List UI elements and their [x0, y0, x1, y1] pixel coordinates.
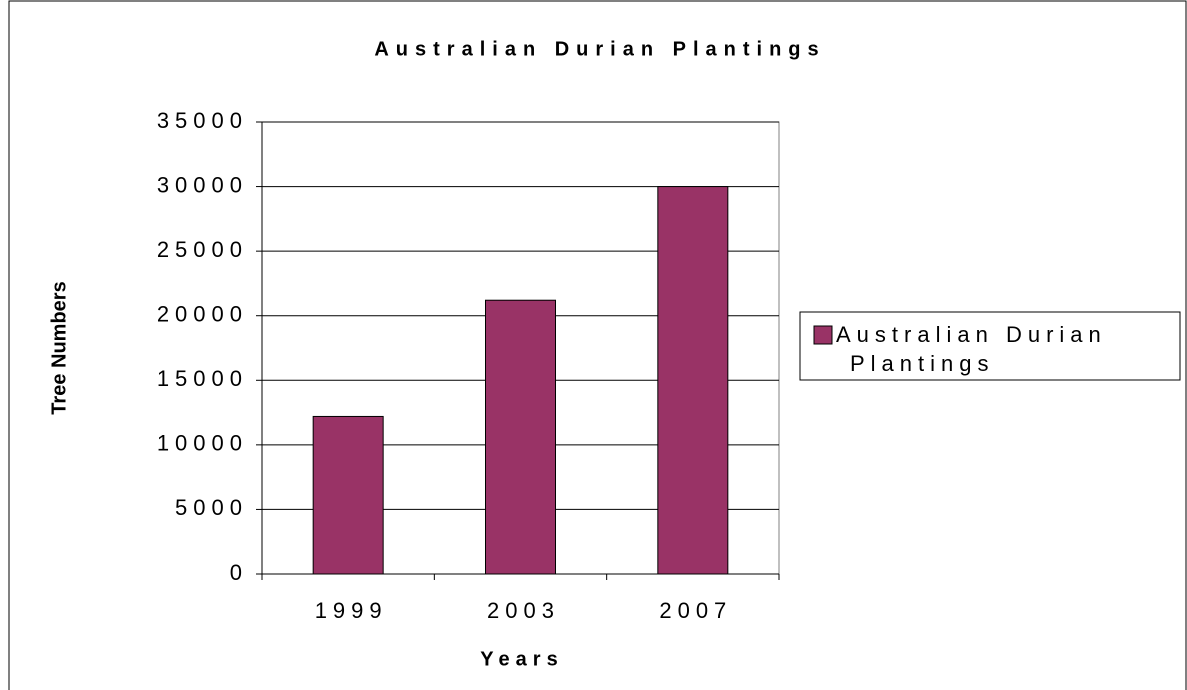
legend-label-line: Australian Durian — [836, 322, 1107, 347]
legend-box — [799, 311, 1181, 381]
legend-label-line: Plantings — [850, 351, 995, 376]
y-tick-label: 5000 — [175, 495, 248, 520]
y-tick-label: 10000 — [157, 431, 248, 456]
legend-swatch — [813, 325, 833, 345]
y-axis-label: Tree Numbers — [48, 281, 70, 414]
y-tick-label: 30000 — [157, 172, 248, 197]
x-tick-label: 2007 — [659, 598, 732, 623]
x-axis-label: Years — [480, 648, 563, 670]
legend-label: Australian Durian Plantings — [836, 322, 1107, 376]
chart-title: Australian Durian Plantings — [374, 38, 825, 60]
bar — [657, 186, 729, 575]
bar — [312, 415, 384, 575]
y-tick-label: 20000 — [157, 302, 248, 327]
x-tick-label: 2003 — [487, 598, 560, 623]
y-tick-label: 0 — [230, 560, 248, 585]
bar — [485, 299, 556, 575]
y-tick-label: 35000 — [157, 108, 248, 133]
x-tick-label: 1999 — [315, 598, 388, 623]
chart-border — [8, 0, 1187, 690]
y-tick-label: 25000 — [157, 237, 248, 262]
y-tick-label: 15000 — [157, 366, 248, 391]
